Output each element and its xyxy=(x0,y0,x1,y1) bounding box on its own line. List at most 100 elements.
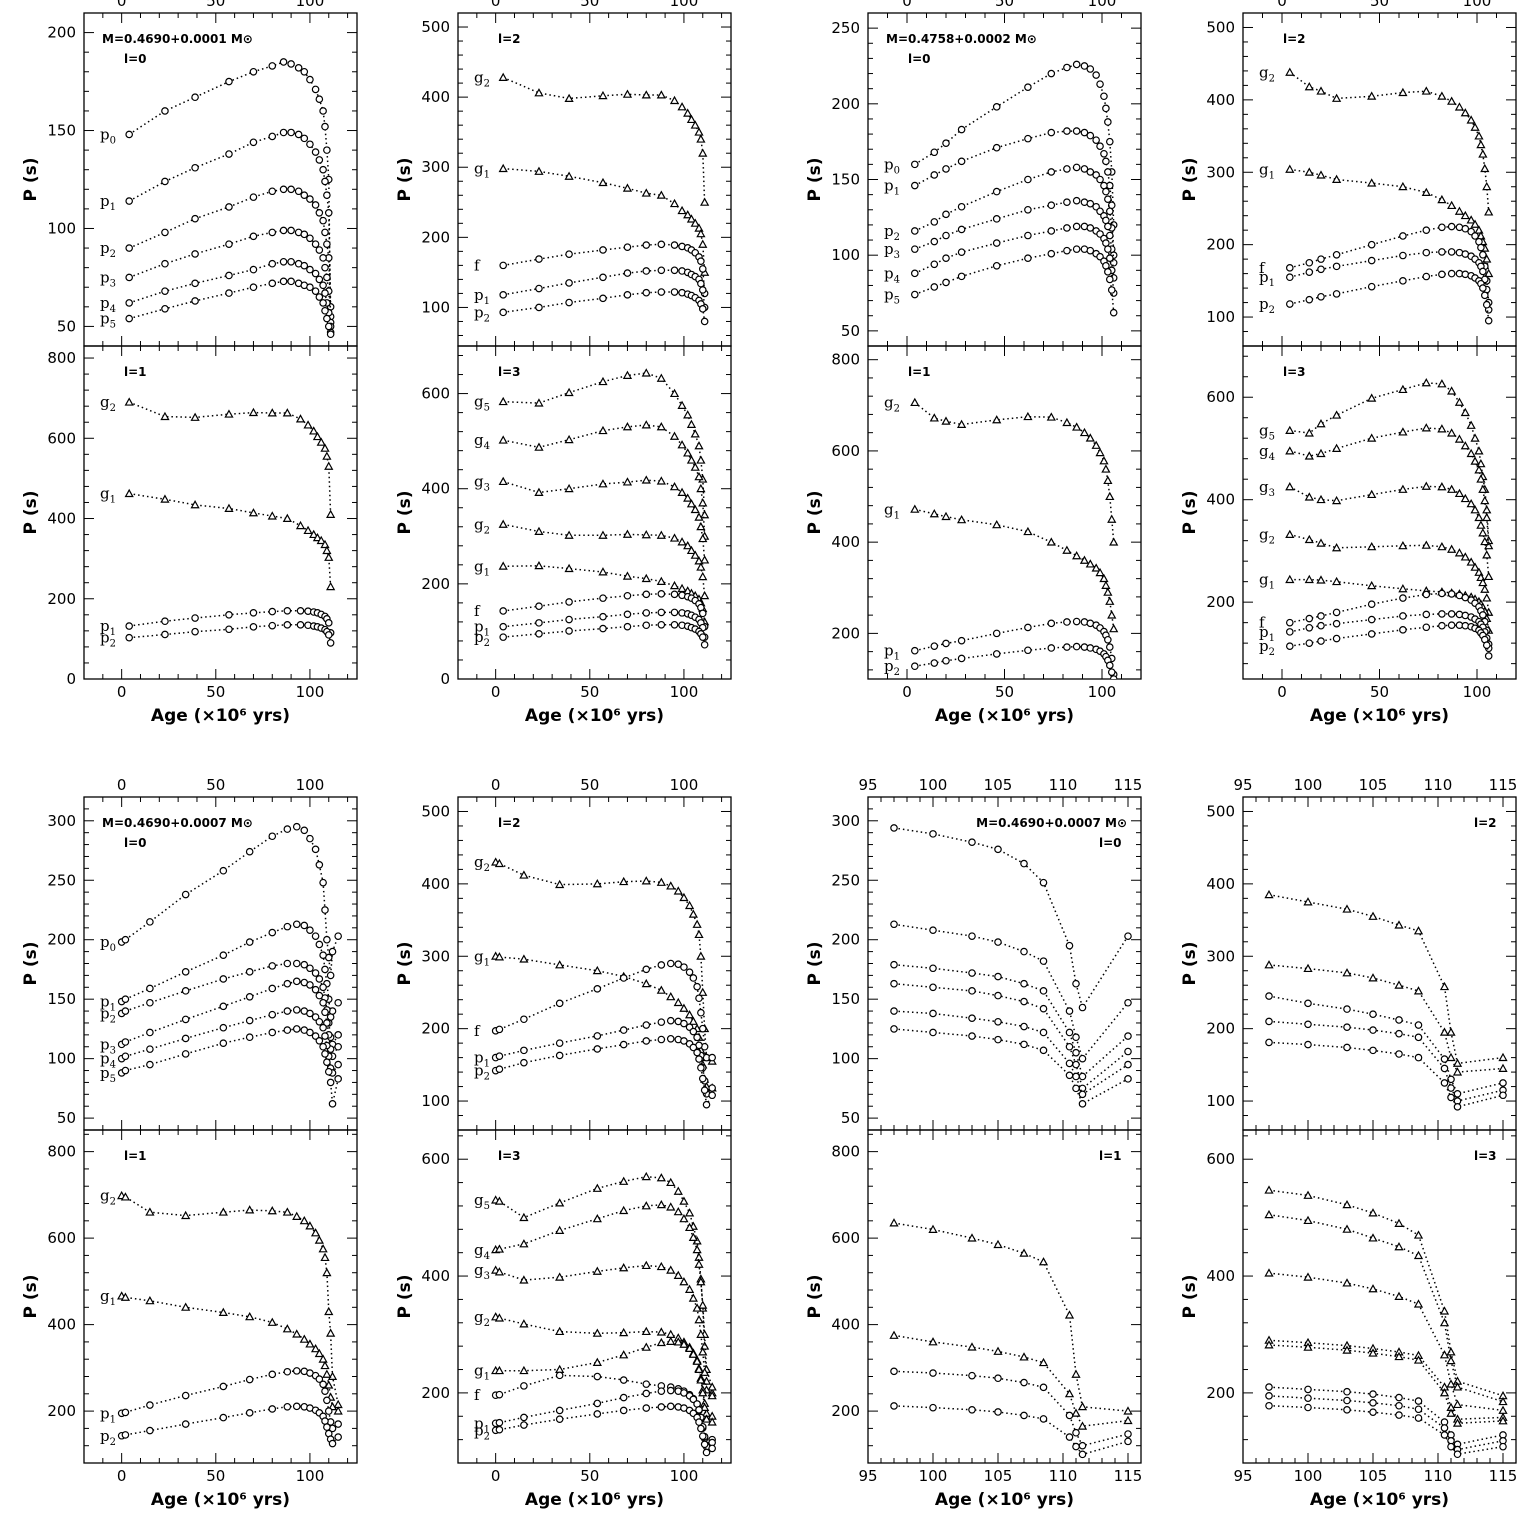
data-point-p1 xyxy=(1447,1084,1455,1092)
data-point-g1 xyxy=(1023,526,1033,536)
series-label-subscript: 2 xyxy=(110,639,116,650)
data-point-f xyxy=(555,1371,564,1380)
data-point-p2 xyxy=(1020,1411,1028,1420)
data-point-g5 xyxy=(1413,1230,1424,1239)
data-point-p5 xyxy=(328,1100,337,1108)
data-point-g1 xyxy=(1101,580,1111,589)
data-point-g3 xyxy=(494,1267,505,1276)
y-tick-label: 100 xyxy=(831,246,860,264)
data-point-f xyxy=(1414,1397,1423,1405)
series-label-g4: g4 xyxy=(474,431,490,452)
data-point-g5 xyxy=(534,398,544,407)
data-point-g2 xyxy=(910,397,920,407)
data-point-p3 xyxy=(315,246,324,254)
y-tick-label: 400 xyxy=(831,1316,860,1334)
x-tick-label: 105 xyxy=(1359,1467,1388,1485)
data-point-p1 xyxy=(555,1039,564,1047)
data-point-p1 xyxy=(593,1032,602,1040)
data-point-p2 xyxy=(1286,642,1294,651)
data-point-g2 xyxy=(683,108,693,117)
data-point-p5 xyxy=(279,277,288,286)
data-point-g3 xyxy=(1413,1299,1424,1308)
data-point-p2 xyxy=(294,187,303,196)
data-point-p0 xyxy=(957,125,966,134)
series-label-letter: g xyxy=(1259,571,1269,589)
data-point-g5 xyxy=(679,1196,689,1205)
series-line-g1 xyxy=(503,167,706,273)
data-point-p1 xyxy=(1100,149,1108,158)
data-point-p1 xyxy=(1065,1007,1074,1015)
data-point-p1 xyxy=(1020,1378,1028,1387)
data-point-g1 xyxy=(498,163,508,173)
data-point-f xyxy=(599,246,607,254)
data-point-p2 xyxy=(225,203,233,211)
data-point-p0 xyxy=(929,830,937,838)
data-point-g2 xyxy=(1460,552,1470,561)
data-point-g1 xyxy=(696,1375,706,1384)
data-point-g1 xyxy=(310,1343,321,1353)
data-point-p5 xyxy=(321,1050,329,1058)
data-point-p2 xyxy=(700,1440,709,1449)
data-point-p0 xyxy=(1065,941,1074,950)
data-point-g1 xyxy=(956,514,967,524)
y-tick-label: 400 xyxy=(1206,491,1235,509)
data-point-g2 xyxy=(696,951,706,960)
data-point-g3 xyxy=(519,1275,529,1284)
data-point-g2 xyxy=(696,562,706,571)
data-point-g1 xyxy=(333,1406,343,1415)
data-point-g4 xyxy=(641,420,651,429)
data-point-p0 xyxy=(1072,60,1081,69)
data-point-p3 xyxy=(249,232,258,241)
series-label-letter: p xyxy=(100,310,110,328)
data-point-p0 xyxy=(1047,69,1056,78)
data-point-p2 xyxy=(1106,207,1114,216)
data-point-g2 xyxy=(305,1221,315,1230)
data-point-p1 xyxy=(657,608,666,617)
data-point-p1 xyxy=(890,920,898,929)
plot-frame xyxy=(457,1129,732,1464)
data-point-p2 xyxy=(623,291,632,299)
data-point-g4 xyxy=(669,431,680,440)
data-point-f xyxy=(693,982,701,991)
data-point-g1 xyxy=(688,1349,698,1358)
data-point-p5 xyxy=(929,1028,937,1037)
data-point-p4 xyxy=(1020,1022,1028,1031)
data-point-g1 xyxy=(673,1337,683,1346)
data-point-p2 xyxy=(1343,1406,1351,1414)
series-label-subscript: 4 xyxy=(894,274,900,285)
series-label-letter: p xyxy=(1259,623,1269,641)
data-point-g2 xyxy=(295,414,306,423)
data-point-p1 xyxy=(181,968,190,976)
data-point-p1 xyxy=(245,1375,254,1384)
data-point-g1 xyxy=(683,210,693,219)
series-label-p1: p1 xyxy=(474,286,490,307)
series-label-subscript: 1 xyxy=(1269,170,1275,181)
data-point-p4 xyxy=(121,1052,130,1061)
data-point-p2 xyxy=(283,959,292,968)
data-point-f xyxy=(623,243,632,251)
data-point-p0 xyxy=(121,935,130,944)
x-top-tick-label: 50 xyxy=(1370,0,1389,10)
data-point-p2 xyxy=(942,656,950,665)
data-point-g4 xyxy=(494,1244,505,1253)
y-tick-label: 800 xyxy=(47,349,76,367)
data-point-p1 xyxy=(495,1418,504,1427)
data-point-p2 xyxy=(245,1409,254,1417)
data-point-g2 xyxy=(694,127,704,136)
y-tick-label: 200 xyxy=(421,575,450,593)
data-point-g2 xyxy=(181,1210,191,1220)
data-point-p0 xyxy=(315,95,324,103)
data-point-g2 xyxy=(1398,540,1408,550)
series-label-letter: p xyxy=(100,239,110,257)
data-point-p2 xyxy=(300,191,309,199)
data-point-f xyxy=(1343,1387,1351,1396)
data-point-p1 xyxy=(957,157,966,166)
data-point-f xyxy=(670,241,679,249)
x-top-tick-label: 110 xyxy=(1424,776,1453,794)
data-point-p3 xyxy=(323,273,331,282)
series-label-f: f xyxy=(474,256,481,274)
y-tick-label: 150 xyxy=(47,990,76,1008)
data-point-p2 xyxy=(1080,165,1089,173)
